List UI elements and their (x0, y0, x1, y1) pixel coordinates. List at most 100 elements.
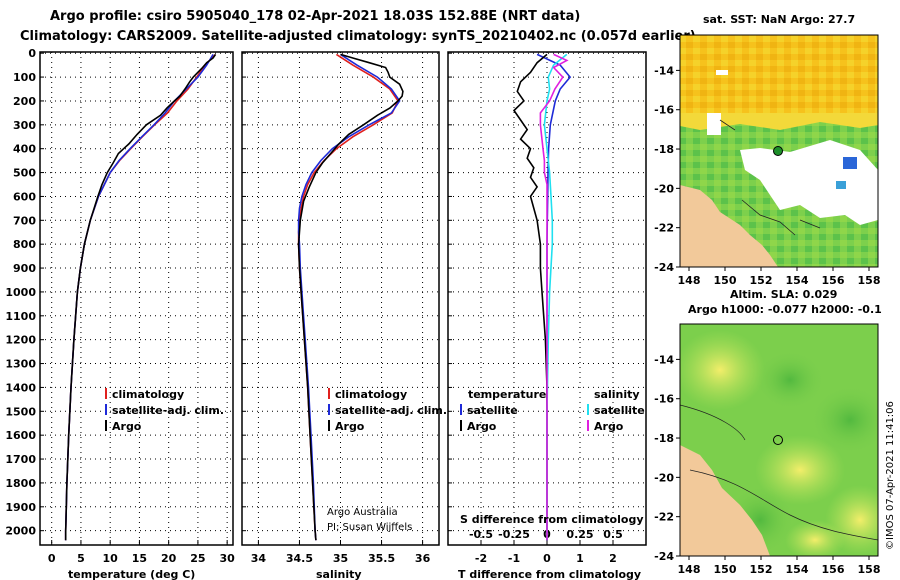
depth-tick-label: 0 (28, 47, 36, 60)
difference-x2label: S difference from climatology (460, 513, 644, 526)
map-x-tick-label: 154 (786, 563, 809, 576)
difference-xlabel: T difference from climatology (458, 568, 641, 580)
depth-tick-label: 1200 (5, 334, 36, 347)
x2-tick-label: -0.5 (469, 528, 493, 541)
depth-tick-label: 1600 (5, 429, 36, 442)
salinity-panel-frame (241, 51, 440, 546)
imos-credit: ©IMOS 07-Apr-2021 11:41:06 (885, 401, 896, 550)
map-x-tick-label: 150 (714, 274, 737, 287)
map-x-tick-label: 158 (858, 274, 881, 287)
x-tick-label: 15 (132, 552, 147, 565)
header-line1: Argo profile: csiro 5905040_178 02-Apr-2… (50, 9, 580, 24)
map-y-tick-label: -16 (654, 104, 674, 117)
x-tick-label: 5 (77, 552, 85, 565)
map-x-tick-label: 156 (822, 563, 845, 576)
profile-gridlines (40, 52, 646, 545)
depth-tick-label: 1700 (5, 453, 36, 466)
depth-tick-label: 1800 (5, 477, 36, 490)
series-line-climatology (297, 53, 399, 541)
map-x-tick-label: 148 (678, 563, 701, 576)
depth-tick-label: 400 (13, 143, 36, 156)
sla-contour (680, 404, 878, 541)
map-x-tick-label: 154 (786, 274, 809, 287)
legend-satellite: satellite-adj. clim. (335, 404, 447, 417)
sla-argo-marker (773, 435, 783, 445)
sla-map-ticks: 148 150 152 154 156 158 -14 -16 -18 -20 -22 -24 (654, 353, 880, 576)
legend-title-salinity: salinity (594, 388, 640, 401)
sla-blob-green-2 (810, 385, 878, 455)
x-tick-label: 2 (609, 552, 617, 565)
map-x-tick-label: 148 (678, 274, 701, 287)
legend-s-argo: Argo (594, 420, 624, 433)
sla-blob-green-1 (755, 350, 825, 410)
sst-land (680, 185, 778, 267)
x-tick-label: 35.5 (368, 552, 395, 565)
depth-tick-label: 1900 (5, 501, 36, 514)
annotation-argo-australia: Argo Australia (327, 507, 398, 518)
sst-missing-1 (716, 70, 728, 75)
series-line-satellite-adj-clim- (297, 53, 401, 541)
depth-tick-label: 200 (13, 95, 36, 108)
map-y-tick-label: -18 (654, 143, 674, 156)
x2-tick-label: -0.25 (498, 528, 530, 541)
x-tick-label: 30 (219, 552, 235, 565)
x2-tick-label: 0.5 (603, 528, 623, 541)
temperature-legend: climatology satellite-adj. clim. Argo (105, 388, 224, 433)
sst-map-ticks: 148 150 152 154 156 158 -14 -16 -18 -20 -22 -24 (654, 64, 880, 287)
map-y-tick-label: -22 (654, 222, 674, 235)
map-y-tick-label: -24 (654, 261, 674, 274)
sla-blob-yellow-1 (680, 330, 765, 410)
map-x-tick-label: 156 (822, 274, 845, 287)
sst-map-frame (679, 34, 879, 268)
x-tick-label: 1 (576, 552, 584, 565)
sst-argo-marker (773, 146, 783, 156)
series-line-climatology (64, 53, 217, 541)
depth-tick-label: 100 (13, 71, 36, 84)
sst-warm-transition (680, 113, 878, 130)
header-line2: Climatology: CARS2009. Satellite-adjuste… (20, 29, 696, 44)
depth-tick-label: 1300 (5, 358, 36, 371)
x-tick-label: 36 (415, 552, 431, 565)
depth-tick-label: 300 (13, 119, 36, 132)
sst-reef-outline (719, 119, 821, 236)
x-tick-label: 34 (251, 552, 267, 565)
depth-tick-label: 1000 (5, 286, 36, 299)
depth-tick-label: 1100 (5, 310, 36, 323)
legend-argo: Argo (112, 420, 142, 433)
profile-lines (64, 53, 572, 541)
depth-tick-label: 600 (13, 190, 36, 203)
depth-tick-label: 900 (13, 262, 36, 275)
map-x-tick-label: 158 (858, 563, 881, 576)
salinity-legend: climatology satellite-adj. clim. Argo Ar… (327, 388, 447, 533)
legend-t-argo: Argo (467, 420, 497, 433)
legend-argo: Argo (335, 420, 365, 433)
map-y-tick-label: -18 (654, 432, 674, 445)
x-tick-label: 25 (190, 552, 205, 565)
x2-tick-label: 0.25 (566, 528, 593, 541)
x-tick-label: 35 (333, 552, 348, 565)
sla-blob-yellow-2 (755, 435, 845, 505)
temperature-xlabel: temperature (deg C) (68, 568, 195, 580)
depth-tick-label: 1400 (5, 381, 36, 394)
legend-satellite: satellite-adj. clim. (112, 404, 224, 417)
x-tick-label: 0 (543, 552, 551, 565)
sla-map (680, 324, 878, 556)
x-tick-label: 34.5 (286, 552, 313, 565)
depth-tick-label: 2000 (5, 525, 36, 538)
legend-title-temperature: temperature (468, 388, 546, 401)
map-x-tick-label: 150 (714, 563, 737, 576)
depth-tick-label: 700 (13, 214, 36, 227)
sst-warm-band (680, 35, 878, 113)
sst-missing-2 (707, 113, 721, 135)
map-x-tick-label: 152 (750, 563, 773, 576)
legend-t-satellite: satellite (467, 404, 518, 417)
x-tick-label: 10 (103, 552, 119, 565)
salinity-xlabel: salinity (316, 568, 362, 580)
difference-legend: temperature salinity satellite Argo sate… (460, 388, 645, 433)
sst-map-title: sat. SST: NaN Argo: 27.7 (703, 13, 855, 26)
annotation-pi: PI: Susan Wijffels (327, 522, 412, 533)
map-y-tick-label: -20 (654, 471, 674, 484)
map-y-tick-label: -20 (654, 182, 674, 195)
series-line-argo (297, 53, 404, 541)
